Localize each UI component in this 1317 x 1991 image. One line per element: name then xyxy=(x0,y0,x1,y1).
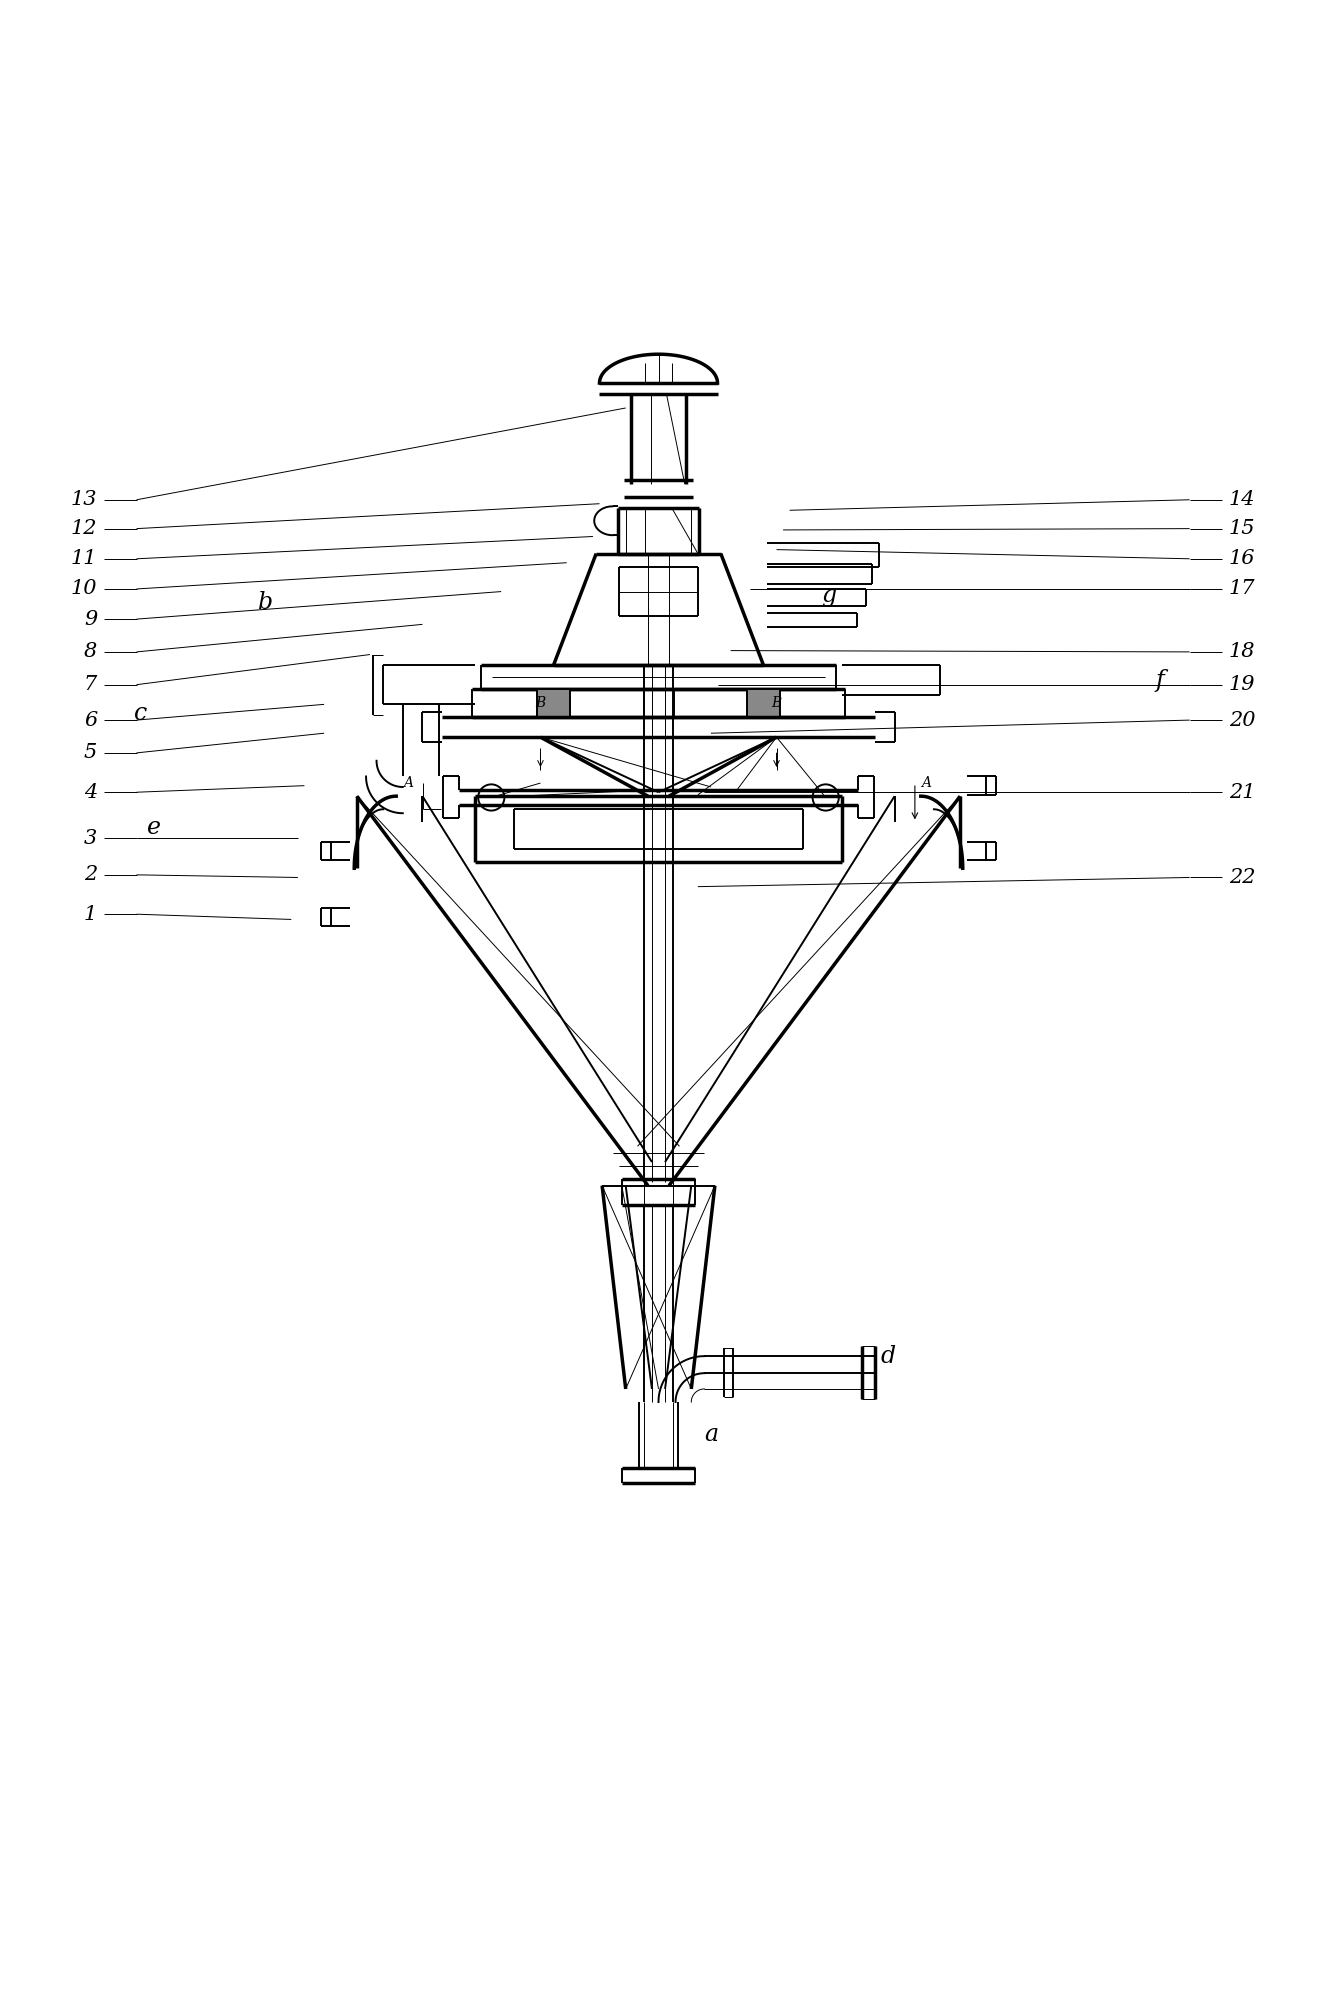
Text: 15: 15 xyxy=(1229,520,1255,538)
Text: 22: 22 xyxy=(1229,868,1255,886)
Text: 19: 19 xyxy=(1229,675,1255,695)
Text: b: b xyxy=(258,591,273,613)
Text: 11: 11 xyxy=(71,550,97,567)
Text: A: A xyxy=(922,776,931,790)
Text: 21: 21 xyxy=(1229,782,1255,802)
Text: g: g xyxy=(822,583,836,607)
Text: 17: 17 xyxy=(1229,579,1255,599)
Bar xyxy=(537,689,570,717)
Text: 6: 6 xyxy=(84,711,97,729)
Text: a: a xyxy=(703,1424,718,1445)
Text: 7: 7 xyxy=(84,675,97,695)
Text: 9: 9 xyxy=(84,609,97,629)
Text: 1: 1 xyxy=(84,904,97,924)
Text: 13: 13 xyxy=(71,490,97,510)
Text: 16: 16 xyxy=(1229,550,1255,567)
Text: c: c xyxy=(134,703,148,725)
Text: f: f xyxy=(1155,669,1164,693)
Text: 3: 3 xyxy=(84,828,97,848)
Text: B: B xyxy=(772,695,782,709)
Text: 18: 18 xyxy=(1229,643,1255,661)
Text: 10: 10 xyxy=(71,579,97,599)
Text: B: B xyxy=(535,695,545,709)
Text: 2: 2 xyxy=(84,866,97,884)
Text: 14: 14 xyxy=(1229,490,1255,510)
Text: 12: 12 xyxy=(71,520,97,538)
Text: e: e xyxy=(146,816,161,838)
Text: 8: 8 xyxy=(84,643,97,661)
Text: A: A xyxy=(403,776,412,790)
Text: 5: 5 xyxy=(84,743,97,763)
Bar xyxy=(747,689,780,717)
Text: 20: 20 xyxy=(1229,711,1255,729)
Text: 4: 4 xyxy=(84,782,97,802)
Text: d: d xyxy=(881,1344,896,1368)
